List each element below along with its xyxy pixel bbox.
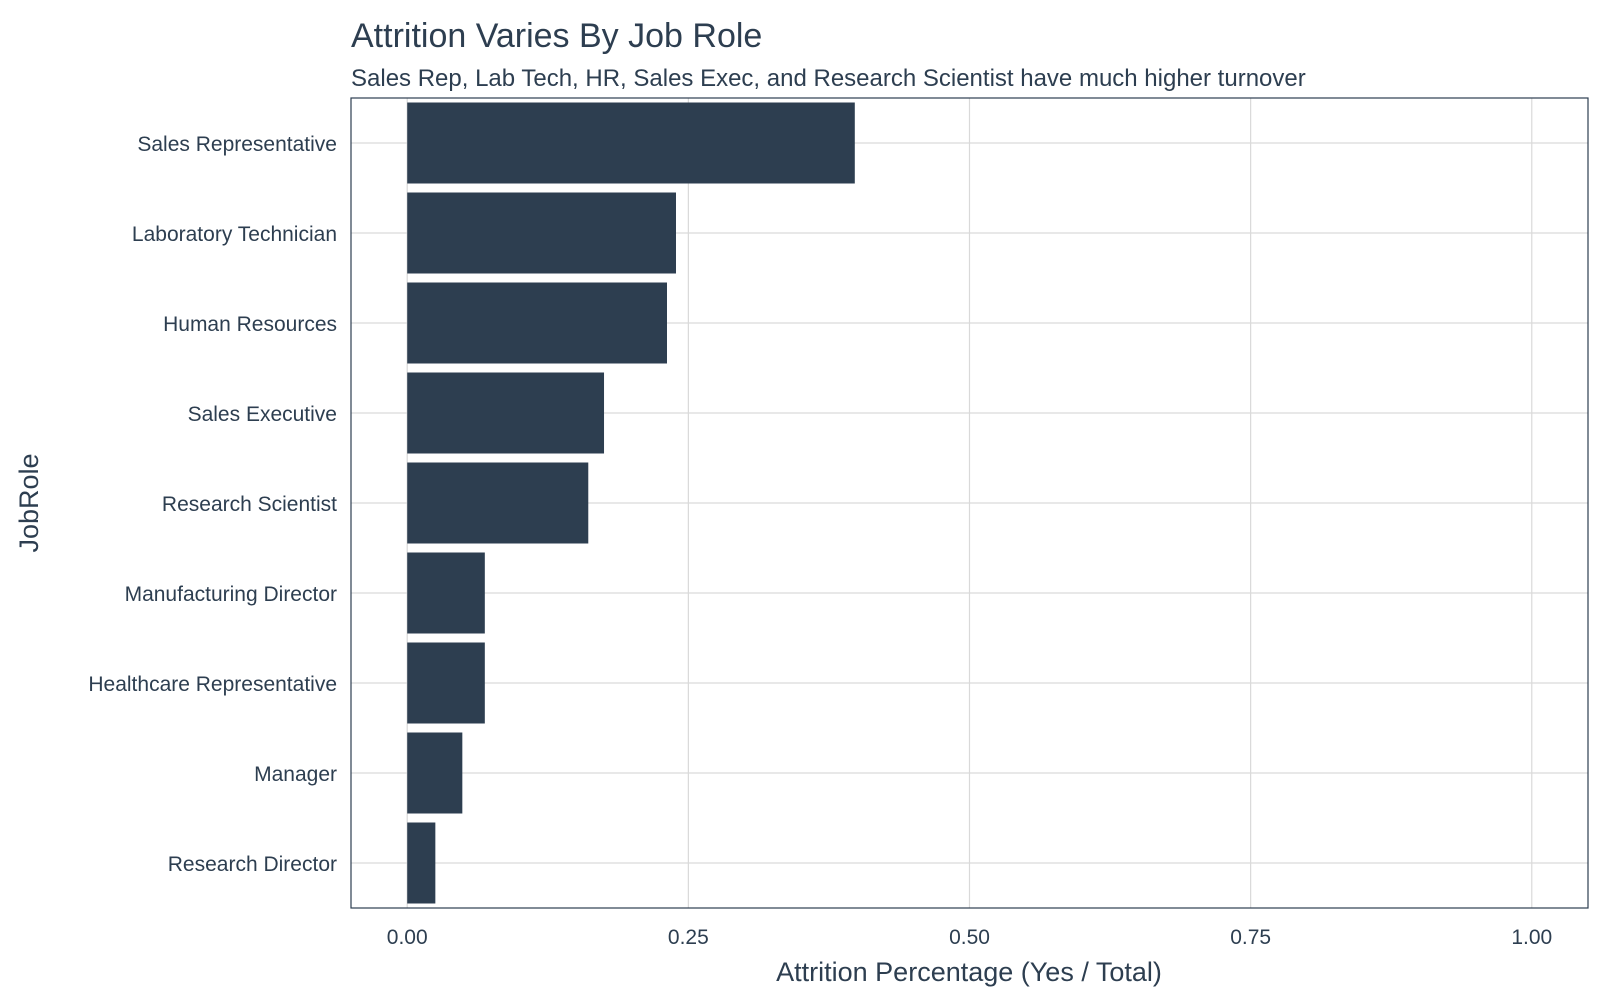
y-axis-tick-labels: Sales Representative Laboratory Technicia… xyxy=(88,133,337,876)
bar xyxy=(407,732,463,814)
bar xyxy=(407,642,485,724)
y-tick-label: Healthcare Representative xyxy=(88,673,337,696)
x-tick-label: 0.75 xyxy=(1230,926,1271,949)
x-axis-tick-labels: 0.00 0.25 0.50 0.75 1.00 xyxy=(387,926,1552,949)
y-axis-title: JobRole xyxy=(14,453,44,552)
y-tick-label: Manufacturing Director xyxy=(125,583,337,606)
bar xyxy=(407,552,485,634)
bar xyxy=(407,822,436,904)
y-tick-label: Research Director xyxy=(168,853,337,876)
y-tick-label: Manager xyxy=(254,763,337,786)
chart-subtitle: Sales Rep, Lab Tech, HR, Sales Exec, and… xyxy=(351,65,1306,92)
y-tick-label: Sales Executive xyxy=(188,403,337,426)
bar xyxy=(407,372,605,454)
x-tick-label: 0.25 xyxy=(668,926,709,949)
bars xyxy=(407,102,855,904)
y-tick-label: Sales Representative xyxy=(137,133,337,156)
bar xyxy=(407,102,855,184)
x-tick-label: 1.00 xyxy=(1511,926,1552,949)
y-tick-label: Research Scientist xyxy=(162,493,337,516)
plot-panel-border xyxy=(350,97,1589,909)
y-tick-label: Human Resources xyxy=(163,313,337,336)
bar xyxy=(407,462,589,544)
bar xyxy=(407,282,667,364)
chart-title: Attrition Varies By Job Role xyxy=(351,17,762,55)
x-tick-label: 0.00 xyxy=(387,926,428,949)
x-axis-title: Attrition Percentage (Yes / Total) xyxy=(776,957,1162,987)
bar xyxy=(407,192,676,274)
x-tick-label: 0.50 xyxy=(949,926,990,949)
y-tick-label: Laboratory Technician xyxy=(132,223,337,246)
